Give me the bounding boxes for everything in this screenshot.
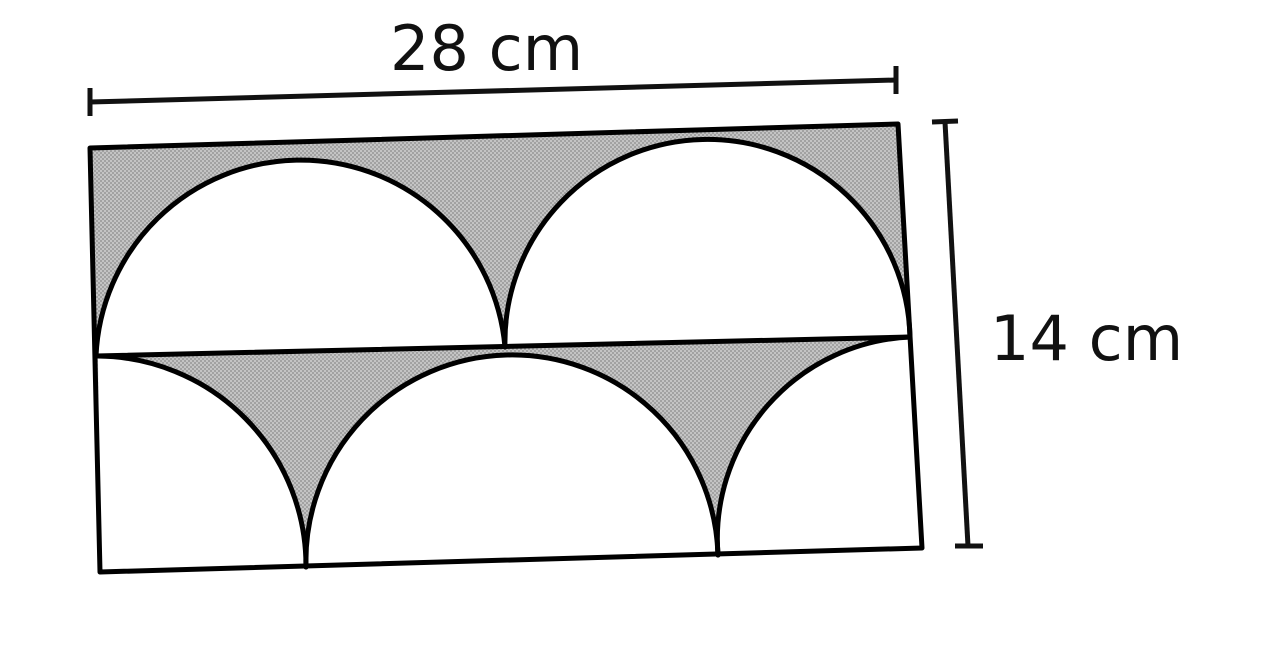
lower-white-region: [98, 356, 307, 572]
outer-rectangle: [87, 121, 925, 575]
upper-right-arc: [502, 137, 913, 350]
lower-middle-semicircle: [305, 354, 718, 567]
width-dimension-line: [89, 77, 897, 105]
height-dimension-tick-top: [931, 118, 959, 125]
lower-right-quarter: [717, 337, 922, 555]
height-label: 14 cm: [990, 302, 1183, 375]
lower-right-quarter-arc: [714, 334, 913, 558]
height-dimension-line: [942, 121, 971, 547]
lower-middle-arc: [303, 352, 721, 570]
lower-left-quarter-arc: [95, 353, 309, 570]
width-label: 28 cm: [390, 12, 583, 85]
upper-right-semicircle: [504, 139, 910, 347]
upper-left-semicircle: [96, 160, 505, 356]
upper-left-arc: [93, 157, 508, 359]
